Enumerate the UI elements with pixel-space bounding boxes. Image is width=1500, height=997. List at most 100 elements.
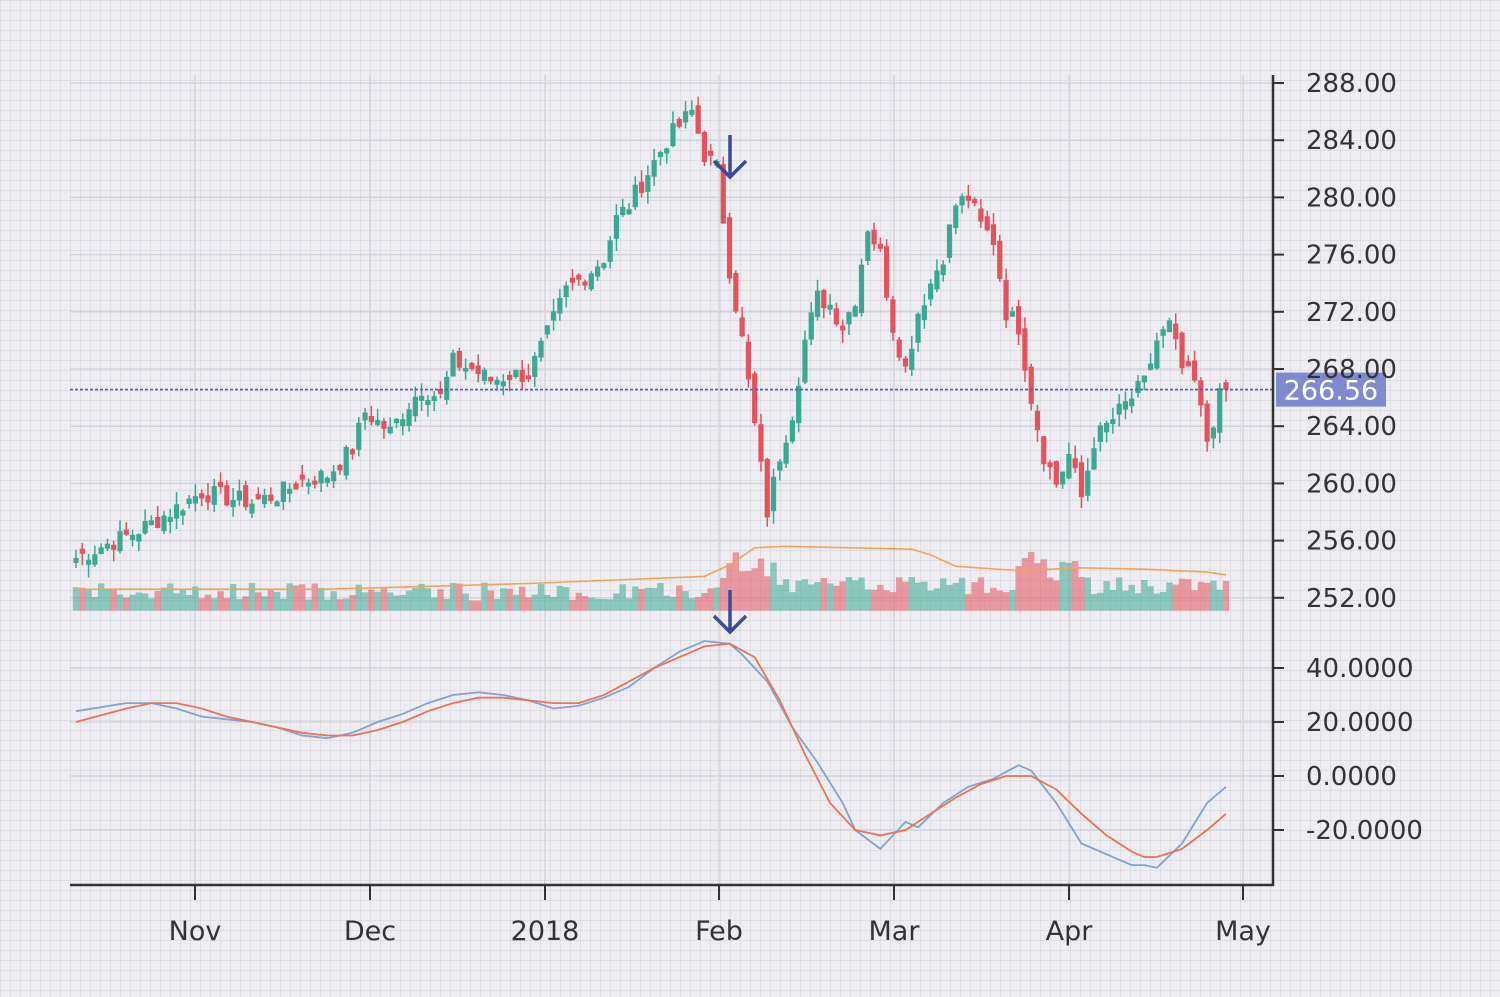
price-tick-label: 256.00 bbox=[1306, 527, 1397, 557]
volume-bar bbox=[581, 596, 589, 611]
candle-body bbox=[463, 367, 469, 372]
candle-body bbox=[155, 517, 161, 528]
volume-bar bbox=[927, 590, 934, 611]
volume-bar bbox=[613, 593, 620, 611]
price-tick-label: 264.00 bbox=[1306, 412, 1397, 442]
volume-bar bbox=[1071, 561, 1079, 611]
candle-body bbox=[73, 557, 79, 563]
candle-body bbox=[525, 375, 532, 380]
volume-bar bbox=[1191, 590, 1198, 611]
volume-bar bbox=[255, 592, 262, 611]
volume-bar bbox=[261, 596, 268, 611]
volume-bar bbox=[217, 591, 224, 611]
volume-bar bbox=[1097, 592, 1104, 611]
macd-tick-label: 20.0000 bbox=[1306, 708, 1414, 738]
candle-body bbox=[387, 426, 393, 434]
volume-bar bbox=[305, 599, 312, 611]
volume-bar bbox=[826, 583, 834, 611]
volume-bar bbox=[946, 584, 953, 611]
candle-body bbox=[632, 184, 638, 208]
candle-body bbox=[990, 224, 997, 245]
volume-bar bbox=[801, 579, 809, 611]
candle-body bbox=[513, 369, 519, 378]
candle-body bbox=[419, 395, 425, 401]
volume-bar bbox=[776, 584, 784, 611]
price-tick-label: 268.00 bbox=[1306, 355, 1397, 385]
candle-body bbox=[431, 396, 437, 402]
volume-bar bbox=[349, 595, 356, 611]
volume-bar bbox=[1122, 590, 1129, 611]
volume-bar bbox=[644, 587, 652, 611]
candle-body bbox=[98, 547, 104, 554]
candle-body bbox=[444, 376, 450, 400]
candle-body bbox=[475, 365, 481, 375]
candle-body bbox=[783, 442, 789, 464]
volume-bar bbox=[110, 589, 117, 611]
candle-body bbox=[1116, 403, 1122, 415]
volume-bar bbox=[889, 592, 897, 611]
volume-bar bbox=[726, 563, 733, 611]
volume-bar bbox=[443, 599, 450, 611]
volume-bar bbox=[299, 584, 306, 611]
time-tick-label: Apr bbox=[1046, 916, 1094, 947]
candle-body bbox=[827, 304, 833, 310]
candle-body bbox=[563, 285, 569, 298]
candle-body bbox=[814, 290, 821, 317]
volume-bar bbox=[814, 581, 821, 611]
volume-bar bbox=[1216, 589, 1223, 611]
volume-bar bbox=[839, 581, 846, 611]
candle-body bbox=[85, 559, 92, 565]
candle-body bbox=[532, 356, 538, 377]
candle-body bbox=[1210, 427, 1217, 439]
candle-body bbox=[393, 418, 400, 424]
candle-body bbox=[959, 196, 965, 206]
volume-bar bbox=[1128, 584, 1135, 611]
volume-bar bbox=[236, 599, 243, 611]
volume-bar bbox=[456, 583, 463, 611]
candle-body bbox=[507, 374, 513, 380]
volume-bar bbox=[537, 584, 545, 611]
candle-body bbox=[111, 544, 117, 550]
volume-bar bbox=[958, 577, 966, 611]
volume-bar bbox=[556, 586, 564, 611]
candle-body bbox=[1223, 382, 1229, 390]
candle-body bbox=[1185, 361, 1191, 367]
candle-body bbox=[205, 495, 211, 503]
volume-bar bbox=[1009, 590, 1016, 611]
volume-bar bbox=[676, 585, 683, 611]
volume-bar bbox=[1021, 558, 1029, 611]
price-tick-label: 284.00 bbox=[1306, 126, 1397, 156]
volume-bar bbox=[1166, 582, 1173, 611]
volume-bar bbox=[1002, 592, 1010, 611]
volume-bar bbox=[606, 599, 614, 611]
volume-bar bbox=[468, 600, 476, 611]
candle-body bbox=[1085, 470, 1091, 496]
candle-body bbox=[1009, 311, 1015, 317]
macd-panel bbox=[75, 640, 1227, 869]
volume-bar bbox=[902, 581, 909, 611]
volume-bar bbox=[713, 587, 721, 611]
candle-body bbox=[550, 311, 557, 321]
volume-bar bbox=[273, 591, 281, 611]
volume-ma-line bbox=[76, 545, 1227, 591]
volume-bar bbox=[493, 599, 501, 611]
volume-bar bbox=[745, 570, 752, 611]
candle-body bbox=[500, 381, 506, 387]
candle-body bbox=[909, 348, 915, 370]
candle-body bbox=[1198, 380, 1204, 406]
candle-body bbox=[381, 421, 387, 429]
volume-bar bbox=[1172, 584, 1179, 611]
candle-body bbox=[758, 424, 764, 462]
volume-bar bbox=[116, 594, 124, 611]
candle-body bbox=[852, 306, 858, 317]
volume-bar bbox=[160, 587, 168, 611]
candle-body bbox=[777, 461, 783, 471]
volume-bar bbox=[148, 598, 155, 611]
volume-bar bbox=[1153, 593, 1161, 611]
candle-body bbox=[620, 206, 626, 216]
volume-bar bbox=[908, 577, 915, 611]
volume-bar bbox=[833, 585, 840, 611]
volume-bar bbox=[204, 594, 212, 611]
volume-bar bbox=[336, 599, 344, 611]
volume-bar bbox=[179, 590, 187, 611]
